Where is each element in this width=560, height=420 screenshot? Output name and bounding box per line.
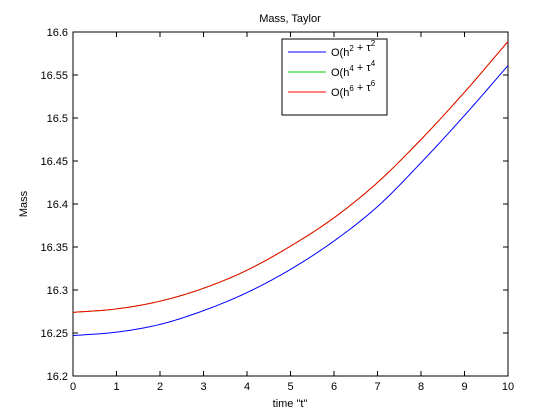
x-tick-label: 1 bbox=[113, 381, 119, 393]
legend-text-part: O(h bbox=[331, 47, 349, 59]
legend-exponent: 4 bbox=[371, 59, 376, 68]
legend-text-part: O(h bbox=[331, 87, 349, 99]
x-axis-label: time "t" bbox=[273, 398, 308, 410]
legend-exponent: 4 bbox=[349, 64, 354, 73]
legend-text-part: + τ bbox=[354, 82, 372, 94]
ticks-layer: 0 1 2 3 4 5 6 7 8 9 10 16.2 16.25 16.3 16.35 16.4 16.45 1… bbox=[40, 27, 514, 393]
legend-box bbox=[281, 38, 388, 116]
legend: O(h2 + τ2O(h4 + τ4O(h6 + τ6 bbox=[281, 38, 388, 116]
series-layer bbox=[72, 41, 509, 337]
legend-entry-3: O(h6 + τ6 bbox=[331, 79, 376, 99]
x-tick-label: 2 bbox=[157, 381, 163, 393]
chart-title: Mass, Taylor bbox=[259, 13, 321, 25]
y-tick-label: 16.45 bbox=[40, 156, 68, 168]
y-tick-label: 16.25 bbox=[40, 328, 68, 340]
legend-exponent: 6 bbox=[371, 79, 376, 88]
x-tick-label: 7 bbox=[374, 381, 380, 393]
y-axis-label: Mass bbox=[18, 190, 30, 217]
legend-entry-2: O(h4 + τ4 bbox=[331, 59, 376, 79]
y-tick-label: 16.2 bbox=[47, 371, 68, 383]
legend-exponent: 2 bbox=[371, 39, 376, 48]
y-tick-label: 16.35 bbox=[40, 242, 68, 254]
legend-exponent: 6 bbox=[349, 84, 354, 93]
series-line-1 bbox=[72, 65, 509, 337]
y-tick-label: 16.4 bbox=[47, 199, 68, 211]
series-line-3 bbox=[72, 41, 509, 313]
x-tick-label: 8 bbox=[418, 381, 424, 393]
x-tick-label: 3 bbox=[200, 381, 206, 393]
y-tick-label: 16.3 bbox=[47, 285, 68, 297]
legend-exponent: 2 bbox=[349, 44, 354, 53]
x-tick-label: 6 bbox=[331, 381, 337, 393]
y-tick-label: 16.55 bbox=[40, 70, 68, 82]
x-tick-label: 9 bbox=[461, 381, 467, 393]
y-tick-label: 16.5 bbox=[47, 113, 68, 125]
x-tick-label: 4 bbox=[244, 381, 250, 393]
legend-entry-1: O(h2 + τ2 bbox=[331, 39, 376, 59]
y-tick-label: 16.6 bbox=[47, 27, 68, 39]
legend-text-part: + τ bbox=[354, 42, 372, 54]
legend-text-part: O(h bbox=[331, 67, 349, 79]
x-tick-label: 0 bbox=[70, 381, 76, 393]
x-tick-label: 10 bbox=[502, 381, 514, 393]
x-tick-label: 5 bbox=[287, 381, 293, 393]
legend-text-part: + τ bbox=[354, 62, 372, 74]
